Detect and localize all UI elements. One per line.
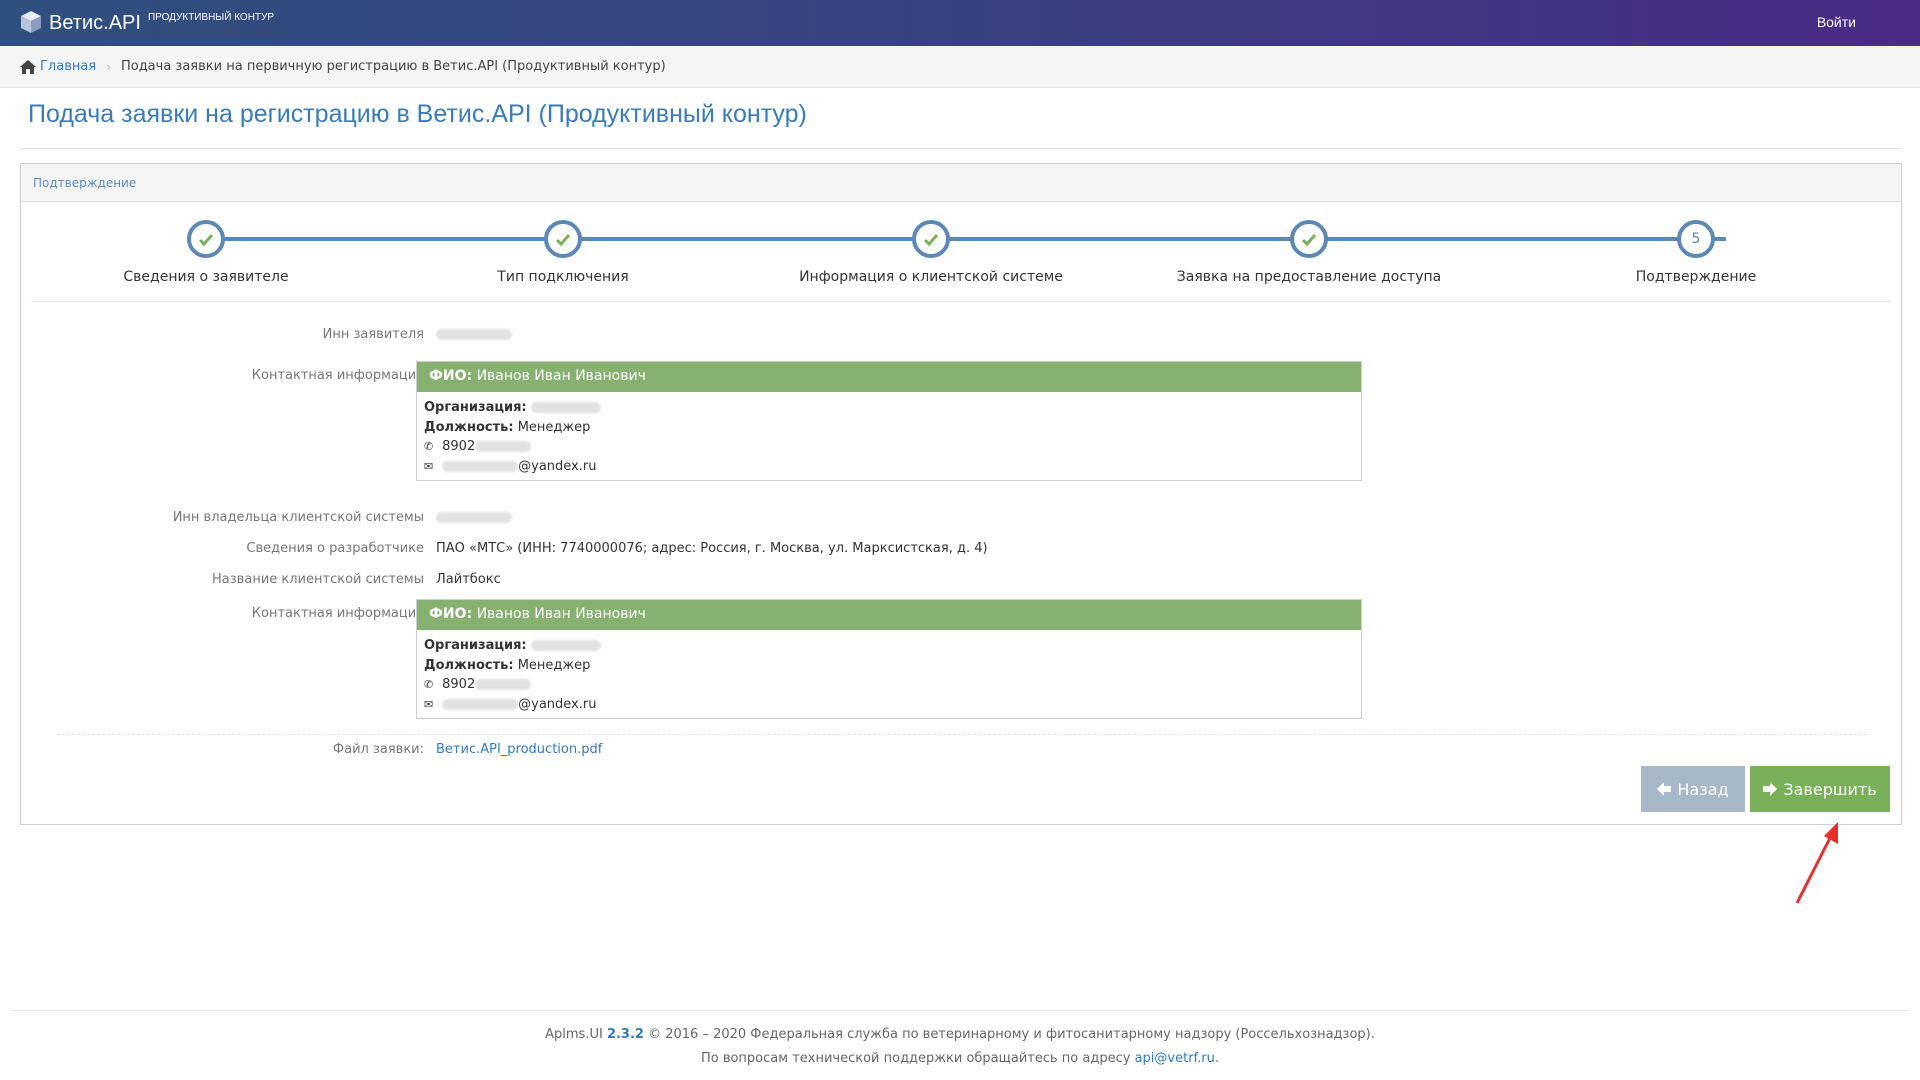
- breadcrumb: Главная › Подача заявки на первичную рег…: [0, 46, 1920, 88]
- footer-support-end: .: [1214, 1051, 1220, 1066]
- fio-value: Иванов Иван Иванович: [476, 368, 646, 384]
- wizard-step-1[interactable]: Сведения о заявителе: [56, 220, 356, 285]
- wizard-step-3[interactable]: Информация о клиентской системе: [781, 220, 1081, 285]
- check-icon: [1290, 220, 1328, 258]
- home-icon: [20, 59, 36, 74]
- phone-line: ✆ 8902: [424, 675, 1354, 695]
- finish-button-label: Завершить: [1783, 779, 1877, 799]
- panel-heading: Подтверждение: [21, 164, 1901, 202]
- system-name-label: Название клиентской системы: [212, 572, 424, 587]
- organization-line: Организация:: [424, 636, 1354, 656]
- email-line: ✉ @yandex.ru: [424, 457, 1354, 477]
- check-icon: [912, 220, 950, 258]
- contact-card-body: Организация: Должность: Менеджер ✆ 8902 …: [417, 392, 1361, 480]
- check-icon: [544, 220, 582, 258]
- wizard-step-2[interactable]: Тип подключения: [413, 220, 713, 285]
- step-number: 5: [1677, 220, 1715, 258]
- footer-support-line: По вопросам технической поддержки обраща…: [0, 1047, 1920, 1071]
- contact-card-body: Организация: Должность: Менеджер ✆ 8902 …: [417, 630, 1361, 718]
- email-value: @yandex.ru: [518, 458, 597, 474]
- support-email-link[interactable]: api@vetrf.ru: [1134, 1051, 1215, 1066]
- phone-value: 8902: [442, 677, 476, 692]
- arrow-right-icon: [1763, 782, 1778, 796]
- organization-label: Организация:: [424, 638, 527, 653]
- owner-inn-label: Инн владельца клиентской системы: [172, 510, 424, 525]
- contact-info-label: Контактная информация: [251, 606, 424, 621]
- organization-label: Организация:: [424, 400, 527, 415]
- wizard-step-label: Тип подключения: [497, 269, 629, 285]
- contact-card-header: ФИО: Иванов Иван Иванович: [417, 362, 1361, 392]
- confirmation-panel: Подтверждение Сведения о заявителе Тип п…: [20, 163, 1902, 825]
- title-divider: [20, 148, 1902, 149]
- wizard-step-label: Информация о клиентской системе: [799, 269, 1063, 285]
- contact-info-label: Контактная информация: [251, 368, 424, 383]
- footer: Aplms.UI 2.3.2 © 2016 – 2020 Федеральная…: [0, 1023, 1920, 1071]
- footer-support-text: По вопросам технической поддержки обраща…: [700, 1051, 1131, 1066]
- email-line: ✉ @yandex.ru: [424, 695, 1354, 715]
- brand-name: Ветис.API: [49, 12, 141, 34]
- top-navbar: Ветис.API ПРОДУКТИВНЫЙ КОНТУР Войти: [0, 0, 1920, 46]
- footer-copyright: © 2016 – 2020 Федеральная служба по вете…: [648, 1027, 1375, 1042]
- position-value: Менеджер: [517, 419, 591, 435]
- envelope-icon: ✉: [424, 459, 434, 473]
- back-button-label: Назад: [1677, 779, 1729, 799]
- wizard-step-4[interactable]: Заявка на предоставление доступа: [1159, 220, 1459, 285]
- breadcrumb-current: Подача заявки на первичную регистрацию в…: [120, 59, 666, 74]
- wizard-step-label: Подтверждение: [1635, 269, 1757, 285]
- arrow-left-icon: [1657, 782, 1672, 796]
- phone-value: 8902: [442, 439, 476, 454]
- file-label: Файл заявки:: [332, 742, 424, 757]
- footer-app-name: Aplms.UI: [545, 1027, 603, 1042]
- position-line: Должность: Менеджер: [424, 656, 1354, 676]
- login-link[interactable]: Войти: [1816, 14, 1856, 30]
- footer-divider: [12, 1010, 1908, 1011]
- organization-line: Организация:: [424, 398, 1354, 418]
- developer-value: ПАО «МТС» (ИНН: 7740000076; адрес: Росси…: [436, 541, 988, 556]
- wizard-progress-line: [206, 237, 1726, 241]
- fio-value: Иванов Иван Иванович: [476, 606, 646, 622]
- contact-card-header: ФИО: Иванов Иван Иванович: [417, 600, 1361, 630]
- fio-label: ФИО:: [429, 606, 473, 622]
- owner-inn-value: [436, 510, 512, 525]
- phone-icon: ✆: [424, 678, 434, 691]
- footer-version[interactable]: 2.3.2: [606, 1027, 644, 1042]
- check-icon: [187, 220, 225, 258]
- page-title: Подача заявки на регистрацию в Ветис.API…: [28, 100, 807, 128]
- developer-label: Сведения о разработчике: [246, 541, 424, 556]
- wizard-step-5[interactable]: 5 Подтверждение: [1546, 220, 1846, 285]
- breadcrumb-home-label: Главная: [40, 59, 97, 74]
- position-line: Должность: Менеджер: [424, 418, 1354, 438]
- contact-card-2: ФИО: Иванов Иван Иванович Организация: Д…: [416, 599, 1362, 719]
- position-label: Должность:: [424, 419, 514, 435]
- envelope-icon: ✉: [424, 697, 434, 711]
- fio-label: ФИО:: [429, 368, 473, 384]
- brand[interactable]: Ветис.API ПРОДУКТИВНЫЙ КОНТУР: [20, 10, 274, 36]
- applicant-inn-label: Инн заявителя: [322, 327, 424, 342]
- wizard-step-label: Заявка на предоставление доступа: [1176, 269, 1442, 285]
- section-divider: [57, 734, 1867, 735]
- footer-copyright-line: Aplms.UI 2.3.2 © 2016 – 2020 Федеральная…: [0, 1023, 1920, 1047]
- cube-logo-icon: [21, 11, 41, 33]
- breadcrumb-home[interactable]: Главная: [20, 59, 96, 74]
- wizard-step-label: Сведения о заявителе: [123, 269, 289, 285]
- file-link[interactable]: Ветис.API_production.pdf: [436, 742, 603, 757]
- applicant-inn-value: [436, 327, 512, 342]
- email-value: @yandex.ru: [518, 696, 597, 712]
- finish-button[interactable]: Завершить: [1750, 766, 1890, 812]
- position-label: Должность:: [424, 657, 514, 673]
- breadcrumb-separator-icon: ›: [106, 59, 111, 74]
- back-button[interactable]: Назад: [1641, 766, 1745, 812]
- position-value: Менеджер: [517, 657, 591, 673]
- brand-subtitle: ПРОДУКТИВНЫЙ КОНТУР: [147, 12, 275, 23]
- phone-line: ✆ 8902: [424, 437, 1354, 457]
- system-name-value: Лайтбокс: [436, 572, 501, 587]
- contact-card-1: ФИО: Иванов Иван Иванович Организация: Д…: [416, 361, 1362, 481]
- wizard-steps: Сведения о заявителе Тип подключения Инф…: [31, 202, 1891, 302]
- annotation-arrow-icon: [1795, 822, 1838, 904]
- phone-icon: ✆: [424, 440, 434, 453]
